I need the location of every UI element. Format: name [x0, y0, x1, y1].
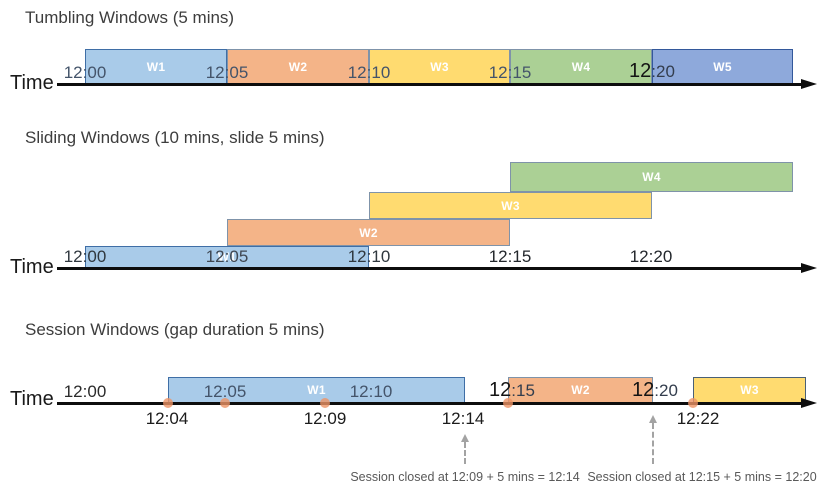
session-close-annotation: Session closed at 12:15 + 5 mins = 12:20 — [587, 470, 817, 484]
time-axis-label: Time — [10, 256, 54, 278]
event-time-label: 12:09 — [303, 409, 347, 428]
section-title-tumbling: Tumbling Windows (5 mins) — [25, 8, 235, 27]
time-axis — [57, 402, 802, 405]
event-time-label: 12:04 — [145, 409, 189, 428]
window-box-w3: W3 — [369, 192, 652, 219]
event-dot — [503, 398, 513, 408]
time-axis — [57, 83, 802, 86]
window-label: W3 — [501, 198, 520, 213]
axis-tick-1215: 12:15 — [489, 380, 535, 400]
time-axis-label: Time — [10, 72, 54, 94]
time-axis-arrowhead — [801, 398, 817, 408]
window-box-w2: W2 — [508, 377, 653, 403]
axis-tick-1215: 12:15 — [488, 63, 532, 82]
axis-tick-1210: 12:10 — [347, 247, 391, 266]
tick-minutes: :15 — [511, 381, 535, 400]
axis-tick-1200: 12:00 — [63, 247, 107, 266]
section-title-sliding: Sliding Windows (10 mins, slide 5 mins) — [25, 128, 325, 147]
time-axis-label: Time — [10, 388, 54, 410]
tick-hour: 12 — [632, 379, 655, 401]
dashed-stem — [464, 442, 466, 464]
tick-hour: 12 — [489, 379, 512, 401]
time-axis-arrowhead — [801, 79, 817, 89]
axis-tick-1200: 12:00 — [63, 382, 107, 401]
axis-tick-1220: 12:20 — [629, 61, 675, 81]
window-label: W4 — [642, 170, 661, 184]
window-box-w2: W2 — [227, 219, 510, 246]
event-dot — [220, 398, 230, 408]
axis-tick-1200: 12:00 — [63, 63, 107, 82]
arrowhead-up-icon — [649, 415, 657, 423]
section-title-session: Session Windows (gap duration 5 mins) — [25, 320, 325, 339]
axis-tick-1220: 12:20 — [629, 247, 673, 266]
event-dot — [163, 398, 173, 408]
window-box-w4: W4 — [510, 49, 652, 84]
window-label: W1 — [307, 383, 326, 397]
dashed-stem — [652, 423, 654, 464]
axis-tick-1210: 12:10 — [349, 382, 393, 401]
window-label: W3 — [740, 383, 759, 397]
window-box-w3: W3 — [693, 377, 806, 403]
session-close-annotation: Session closed at 12:09 + 5 mins = 12:14 — [350, 470, 580, 484]
window-label: W2 — [359, 225, 378, 240]
window-label: W3 — [430, 59, 449, 74]
tick-minutes: :20 — [651, 62, 675, 81]
session-close-arrow — [649, 415, 657, 464]
session-close-arrow — [461, 434, 469, 464]
window-label: W5 — [713, 59, 732, 74]
arrowhead-up-icon — [461, 434, 469, 442]
window-label: W1 — [146, 59, 166, 74]
window-box-w1: W1 — [85, 49, 227, 84]
tick-minutes: :20 — [654, 381, 678, 400]
window-box-w3: W3 — [369, 49, 510, 84]
event-dot — [688, 398, 698, 408]
window-box-w1: W1 — [168, 377, 465, 403]
event-time-label: 12:22 — [676, 409, 720, 428]
event-dot — [320, 398, 330, 408]
axis-tick-1205: 12:05 — [205, 247, 249, 266]
window-label: W1 — [217, 250, 237, 264]
axis-tick-1205: 12:05 — [203, 382, 247, 401]
window-label: W2 — [571, 383, 590, 397]
event-time-label: 12:14 — [441, 409, 485, 428]
window-box-w4: W4 — [510, 162, 793, 192]
axis-tick-1215: 12:15 — [488, 247, 532, 266]
time-axis-arrowhead — [801, 263, 817, 273]
window-label: W4 — [571, 59, 591, 74]
axis-tick-1205: 12:05 — [205, 63, 249, 82]
window-box-w5: W5 — [652, 49, 793, 84]
axis-tick-1220: 12:20 — [632, 380, 678, 400]
axis-tick-1210: 12:10 — [347, 63, 391, 82]
time-axis — [57, 267, 802, 270]
window-label: W2 — [288, 59, 308, 74]
tick-hour: 12 — [629, 60, 652, 82]
